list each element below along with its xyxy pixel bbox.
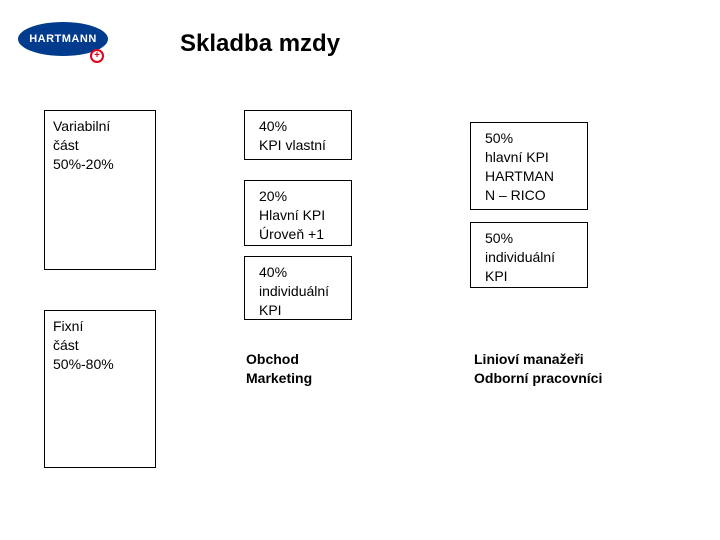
right-footer-label: Linioví manažeřiOdborní pracovníci <box>474 350 602 388</box>
right-box-0-line: HARTMAN <box>485 167 579 186</box>
middle-footer-label-line: Obchod <box>246 350 312 369</box>
middle-box-1-line: Úroveň +1 <box>259 225 343 244</box>
right-footer-label-line: Linioví manažeři <box>474 350 602 369</box>
middle-box-1-line: Hlavní KPI <box>259 206 343 225</box>
variable-part-box-line: část <box>53 136 147 155</box>
variable-part-box-line: Variabilní <box>53 117 147 136</box>
right-footer-label-line: Odborní pracovníci <box>474 369 602 388</box>
fixed-part-box: Fixníčást50%-80% <box>44 310 156 468</box>
variable-part-box-line: 50%-20% <box>53 155 147 174</box>
middle-box-2: 40%individuálníKPI <box>244 256 352 320</box>
logo-text: HARTMANN <box>29 33 97 45</box>
fixed-part-box-line: 50%-80% <box>53 355 147 374</box>
middle-box-0-line: 40% <box>259 117 343 136</box>
hartmann-logo: HARTMANN <box>18 22 108 56</box>
middle-box-1-line: 20% <box>259 187 343 206</box>
middle-box-2-line: individuální <box>259 282 343 301</box>
middle-footer-label: ObchodMarketing <box>246 350 312 388</box>
middle-box-0-line: KPI vlastní <box>259 136 343 155</box>
right-box-0: 50%hlavní KPIHARTMANN – RICO <box>470 122 588 210</box>
right-box-0-line: hlavní KPI <box>485 148 579 167</box>
right-box-1: 50%individuálníKPI <box>470 222 588 288</box>
logo-accent-icon <box>90 49 104 63</box>
page-title: Skladba mzdy <box>180 30 340 58</box>
fixed-part-box-line: Fixní <box>53 317 147 336</box>
fixed-part-box-line: část <box>53 336 147 355</box>
right-box-0-line: 50% <box>485 129 579 148</box>
right-box-0-line: N – RICO <box>485 186 579 205</box>
middle-box-1: 20%Hlavní KPIÚroveň +1 <box>244 180 352 246</box>
middle-box-2-line: 40% <box>259 263 343 282</box>
right-box-1-line: individuální <box>485 248 579 267</box>
middle-footer-label-line: Marketing <box>246 369 312 388</box>
right-box-1-line: KPI <box>485 267 579 286</box>
middle-box-0: 40%KPI vlastní <box>244 110 352 160</box>
middle-box-2-line: KPI <box>259 301 343 320</box>
variable-part-box: Variabilníčást50%-20% <box>44 110 156 270</box>
right-box-1-line: 50% <box>485 229 579 248</box>
